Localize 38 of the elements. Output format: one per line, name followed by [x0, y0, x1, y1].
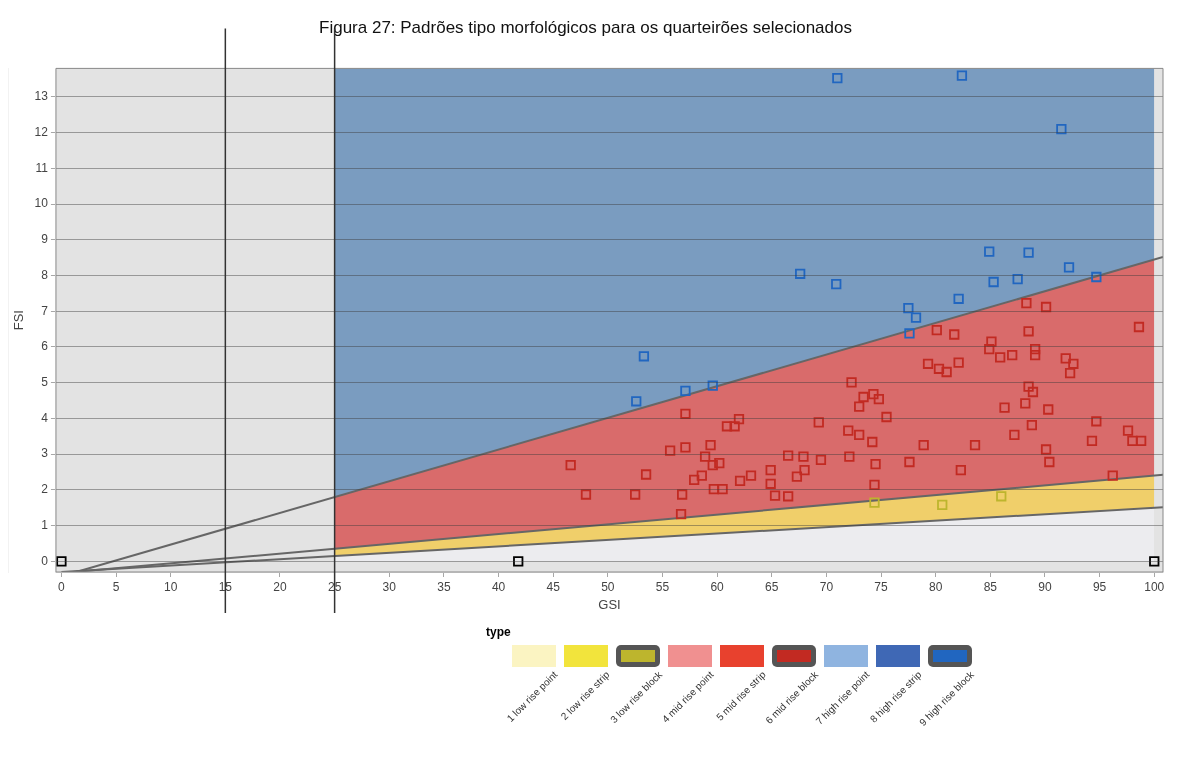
- x-tick-label: 5: [112, 579, 120, 594]
- x-tick-label: 35: [437, 579, 451, 594]
- x-tick-label: 45: [546, 579, 561, 594]
- y-tick-label: 5: [41, 375, 49, 390]
- x-tick-label: 70: [819, 579, 834, 594]
- y-tick-label: 6: [41, 339, 49, 354]
- y-tick-label: 8: [41, 267, 49, 282]
- x-tick-label: 10: [164, 579, 178, 594]
- y-tick-label: 13: [34, 89, 49, 104]
- x-tick-label: 30: [382, 579, 397, 594]
- legend-label: 2 low rise strip: [558, 669, 612, 722]
- y-tick-label: 12: [34, 125, 49, 139]
- y-tick-label: 4: [41, 410, 49, 425]
- y-axis-title: FSI: [11, 310, 27, 331]
- x-tick-label: 90: [1038, 579, 1052, 594]
- y-tick-label: 0: [41, 553, 49, 568]
- x-tick-label: 85: [983, 579, 998, 594]
- x-tick-label: 40: [491, 579, 506, 594]
- x-tick-label: 75: [874, 579, 889, 594]
- x-tick-label: 95: [1092, 579, 1107, 594]
- x-tick-label: 0: [58, 579, 66, 594]
- x-tick-label: 65: [765, 579, 779, 594]
- x-tick-label: 20: [273, 579, 287, 594]
- y-tick-label: 2: [41, 482, 49, 497]
- x-tick-label: 100: [1144, 579, 1165, 594]
- x-tick-label: 55: [655, 579, 670, 594]
- x-axis-title: GSI: [598, 596, 621, 612]
- y-tick-label: 9: [41, 232, 49, 247]
- y-tick-label: 7: [41, 303, 49, 318]
- y-tick-label: 3: [41, 446, 49, 461]
- y-tick-label: 10: [34, 196, 49, 211]
- chart-title: Figura 27: Padrões tipo morfológicos para os quarteirões selecionados: [319, 17, 852, 37]
- x-tick-label: 80: [929, 579, 943, 594]
- y-tick-label: 11: [35, 160, 49, 175]
- x-tick-label: 50: [601, 579, 615, 594]
- legend-title: type: [486, 625, 512, 639]
- y-tick-label: 1: [41, 517, 49, 532]
- x-tick-label: 60: [710, 579, 725, 594]
